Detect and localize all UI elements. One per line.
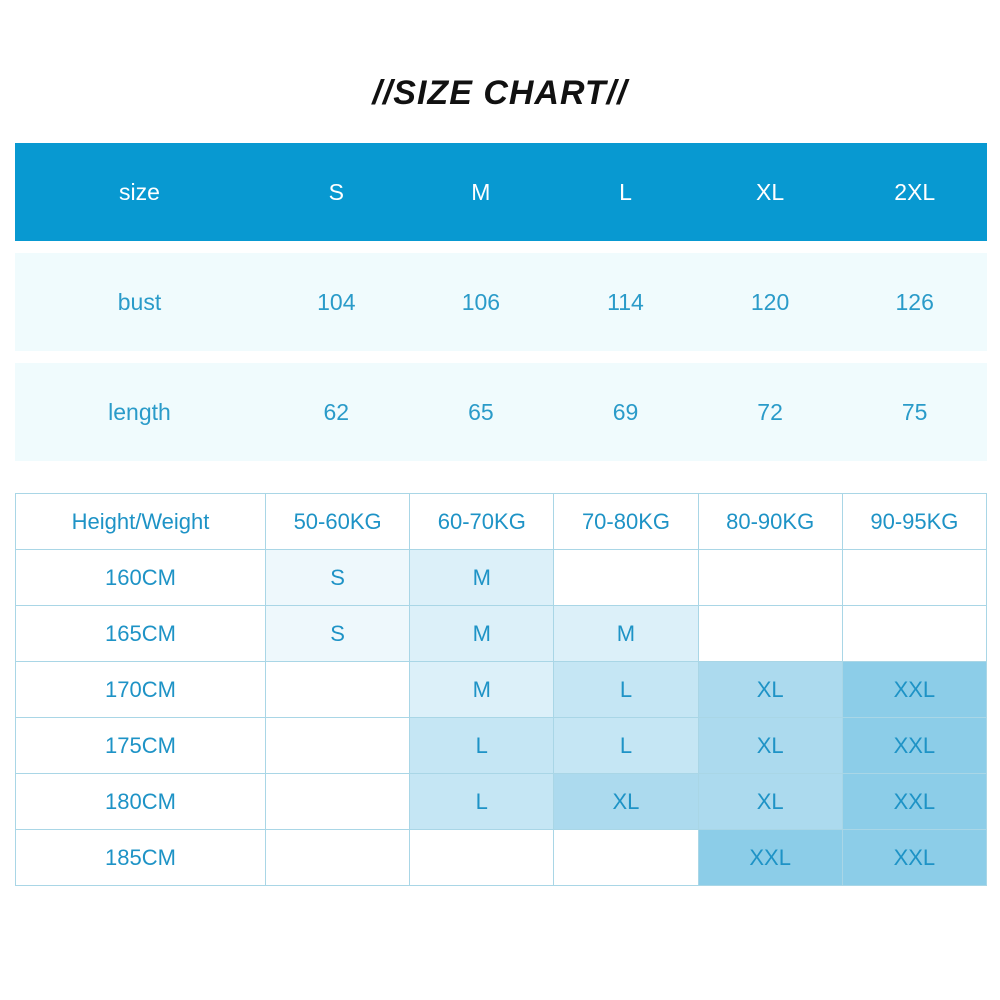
page-title: //SIZE CHART//: [372, 74, 628, 112]
table-row: 165CM S M M: [15, 605, 988, 662]
table-cell: M: [409, 661, 555, 718]
table-cell: M: [408, 143, 554, 241]
table-cell: 90-95KG: [841, 493, 988, 550]
row-label: 165CM: [15, 605, 266, 662]
table-cell: [697, 549, 843, 606]
row-label: 170CM: [15, 661, 266, 718]
table-cell: L: [409, 773, 555, 830]
header-row: Height/Weight 50-60KG 60-70KG 70-80KG 80-90K…: [15, 493, 988, 550]
row-label: size: [15, 143, 264, 241]
row-label: length: [15, 363, 264, 461]
table-cell: 69: [553, 363, 698, 461]
table-cell: [841, 549, 988, 606]
table-cell: 104: [264, 253, 409, 351]
table-cell: [553, 549, 699, 606]
gap-cell: [15, 351, 987, 363]
table-cell: 72: [697, 363, 843, 461]
row-label: bust: [15, 253, 264, 351]
table-cell: 65: [408, 363, 554, 461]
row-gap: [15, 241, 987, 253]
table-cell: M: [553, 605, 699, 662]
table-cell: [264, 773, 411, 830]
table-row: 185CM XXL XXL: [15, 829, 988, 886]
table-cell: 120: [697, 253, 843, 351]
table-cell: [409, 829, 555, 886]
table-cell: 114: [553, 253, 698, 351]
gap-cell: [15, 241, 987, 253]
measurement-row: length 62 65 69 72 75: [15, 363, 987, 461]
size-recommendation-table: Height/Weight 50-60KG 60-70KG 70-80KG 80-90K…: [15, 493, 988, 886]
table-cell: L: [553, 717, 699, 774]
table-cell: XXL: [697, 829, 843, 886]
measurement-table: size S M L XL 2XL bust 104 106 114 120 126 length 62 6…: [15, 143, 987, 461]
table-cell: 62: [264, 363, 409, 461]
table-cell: 50-60KG: [264, 493, 411, 550]
table-cell: S: [264, 549, 411, 606]
table-row: 160CM S M: [15, 549, 988, 606]
table-row: 170CM M L XL XXL: [15, 661, 988, 718]
header-row: size S M L XL 2XL: [15, 143, 987, 241]
table-cell: XXL: [841, 829, 988, 886]
table-cell: XL: [553, 773, 699, 830]
table-cell: M: [409, 549, 555, 606]
table-cell: L: [553, 143, 698, 241]
table-cell: XXL: [841, 773, 988, 830]
table-cell: 2XL: [842, 143, 987, 241]
table-cell: M: [409, 605, 555, 662]
table-cell: XL: [697, 717, 843, 774]
measurement-row: bust 104 106 114 120 126: [15, 253, 987, 351]
table-cell: 126: [842, 253, 987, 351]
table-row: 180CM L XL XL XXL: [15, 773, 988, 830]
table-row: 175CM L L XL XXL: [15, 717, 988, 774]
row-gap: [15, 351, 987, 363]
table-cell: 60-70KG: [409, 493, 555, 550]
table-cell: XL: [697, 143, 843, 241]
row-label: 175CM: [15, 717, 266, 774]
row-label: 185CM: [15, 829, 266, 886]
table-cell: 75: [842, 363, 987, 461]
table-cell: 106: [408, 253, 554, 351]
table-cell: [697, 605, 843, 662]
table-cell: [264, 717, 411, 774]
table-cell: [264, 661, 411, 718]
table-cell: XXL: [841, 717, 988, 774]
table-cell: XL: [697, 661, 843, 718]
table-cell: L: [409, 717, 555, 774]
table-cell: 80-90KG: [697, 493, 843, 550]
table-cell: XXL: [841, 661, 988, 718]
row-label: 160CM: [15, 549, 266, 606]
table-cell: [841, 605, 988, 662]
table-cell: S: [264, 605, 411, 662]
table-cell: [553, 829, 699, 886]
table-cell: [264, 829, 411, 886]
row-label: Height/Weight: [15, 493, 266, 550]
row-label: 180CM: [15, 773, 266, 830]
table-cell: L: [553, 661, 699, 718]
table-cell: XL: [697, 773, 843, 830]
table-cell: S: [264, 143, 409, 241]
table-cell: 70-80KG: [553, 493, 699, 550]
